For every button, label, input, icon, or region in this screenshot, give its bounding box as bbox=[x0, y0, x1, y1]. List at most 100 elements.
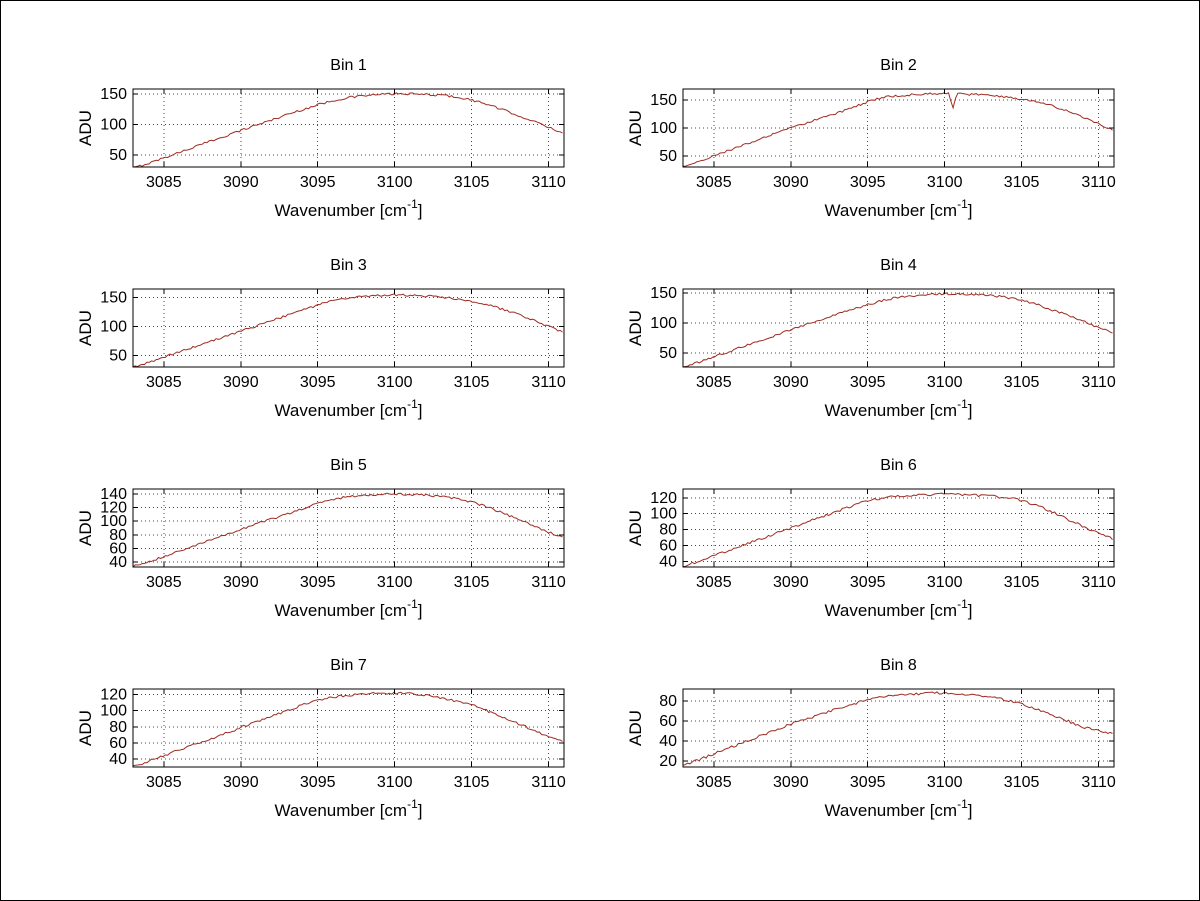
axis-ticks bbox=[133, 289, 564, 367]
x-tick-label: 3105 bbox=[1004, 374, 1040, 391]
plot-box bbox=[682, 488, 1115, 568]
axis-ticks bbox=[133, 89, 564, 167]
x-tick-label: 3095 bbox=[300, 174, 336, 191]
plot-title: Bin 2 bbox=[880, 57, 917, 74]
x-tick-label: 3085 bbox=[696, 774, 732, 791]
axis-ticks bbox=[133, 689, 564, 767]
x-tick-label: 3105 bbox=[454, 174, 490, 191]
plot-title: Bin 4 bbox=[880, 257, 917, 274]
y-tick-labels: 50 100 150 bbox=[650, 285, 677, 362]
subplot-bin-8: 3085 3090 3095 3100 3105 3110 20 40 60 80 Bin 8 ADU… bbox=[583, 639, 1133, 839]
axis-ticks bbox=[683, 289, 1114, 367]
y-tick-label: 20 bbox=[659, 753, 677, 770]
y-tick-label: 50 bbox=[659, 148, 677, 165]
x-tick-label: 3095 bbox=[850, 774, 886, 791]
x-tick-labels: 3085 3090 3095 3100 3105 3110 bbox=[696, 374, 1116, 391]
y-tick-label: 100 bbox=[100, 116, 127, 133]
x-tick-label: 3105 bbox=[454, 574, 490, 591]
x-tick-label: 3105 bbox=[1004, 574, 1040, 591]
x-tick-label: 3085 bbox=[696, 374, 732, 391]
y-axis-label: ADU bbox=[76, 310, 95, 346]
x-tick-label: 3095 bbox=[850, 374, 886, 391]
y-tick-label: 150 bbox=[100, 86, 127, 103]
x-axis-label: Wavenumber [cm-1] bbox=[825, 797, 973, 820]
x-tick-label: 3100 bbox=[377, 174, 413, 191]
spectrum-curve bbox=[682, 492, 1113, 568]
y-tick-label: 100 bbox=[100, 513, 127, 530]
grid-lines bbox=[133, 89, 564, 167]
x-tick-label: 3095 bbox=[300, 774, 336, 791]
y-tick-labels: 50 100 150 bbox=[100, 290, 127, 365]
plot-box bbox=[132, 288, 565, 368]
y-tick-label: 100 bbox=[100, 703, 127, 720]
x-tick-labels: 3085 3090 3095 3100 3105 3110 bbox=[146, 574, 566, 591]
y-tick-label: 120 bbox=[100, 687, 127, 704]
plot-box bbox=[682, 688, 1115, 768]
subplot-svg: 3085 3090 3095 3100 3105 3110 50 100 150 Bin 3 ADU… bbox=[76, 257, 566, 420]
spectrum-curve bbox=[682, 92, 1113, 167]
y-tick-label: 100 bbox=[650, 315, 677, 332]
x-tick-labels: 3085 3090 3095 3100 3105 3110 bbox=[146, 374, 566, 391]
plot-box bbox=[682, 288, 1115, 368]
x-tick-label: 3100 bbox=[927, 374, 963, 391]
x-tick-label: 3085 bbox=[146, 374, 182, 391]
y-axis-label: ADU bbox=[76, 510, 95, 546]
plot-title: Bin 5 bbox=[330, 457, 367, 474]
plot-box bbox=[132, 688, 565, 768]
y-tick-label: 60 bbox=[109, 735, 127, 752]
grid-lines bbox=[683, 689, 1114, 767]
x-tick-label: 3100 bbox=[377, 574, 413, 591]
y-tick-label: 140 bbox=[100, 486, 127, 503]
grid-lines bbox=[133, 289, 564, 367]
x-tick-labels: 3085 3090 3095 3100 3105 3110 bbox=[146, 174, 566, 191]
plot-title: Bin 8 bbox=[880, 657, 917, 674]
spectrum-curve bbox=[132, 492, 563, 568]
y-tick-label: 150 bbox=[650, 285, 677, 302]
x-tick-label: 3090 bbox=[223, 174, 259, 191]
x-tick-label: 3085 bbox=[146, 774, 182, 791]
x-tick-label: 3095 bbox=[300, 374, 336, 391]
axis-ticks bbox=[683, 689, 1114, 767]
y-tick-label: 80 bbox=[659, 522, 677, 539]
x-axis-label: Wavenumber [cm-1] bbox=[275, 597, 423, 620]
plot-box bbox=[132, 488, 565, 568]
x-tick-label: 3110 bbox=[1081, 374, 1116, 391]
spectrum-curve bbox=[132, 92, 563, 168]
grid-lines bbox=[683, 289, 1114, 367]
x-tick-label: 3110 bbox=[531, 774, 566, 791]
grid-lines bbox=[133, 689, 564, 767]
x-tick-label: 3100 bbox=[927, 574, 963, 591]
x-tick-label: 3085 bbox=[696, 174, 732, 191]
y-axis-label: ADU bbox=[626, 710, 645, 746]
x-tick-label: 3085 bbox=[146, 574, 182, 591]
x-tick-label: 3110 bbox=[1081, 574, 1116, 591]
x-tick-label: 3110 bbox=[1081, 774, 1116, 791]
y-tick-label: 150 bbox=[650, 92, 677, 109]
x-tick-label: 3095 bbox=[850, 174, 886, 191]
y-tick-label: 150 bbox=[100, 290, 127, 307]
y-axis-label: ADU bbox=[626, 310, 645, 346]
x-tick-labels: 3085 3090 3095 3100 3105 3110 bbox=[696, 774, 1116, 791]
x-axis-label: Wavenumber [cm-1] bbox=[825, 197, 973, 220]
y-axis-label: ADU bbox=[626, 110, 645, 146]
subplot-bin-6: 3085 3090 3095 3100 3105 3110 40 60 80 100 120 Bin … bbox=[583, 439, 1133, 639]
y-tick-label: 100 bbox=[650, 120, 677, 137]
grid-lines bbox=[683, 89, 1114, 167]
y-tick-label: 40 bbox=[659, 553, 677, 570]
x-tick-label: 3085 bbox=[696, 574, 732, 591]
x-tick-label: 3090 bbox=[223, 774, 259, 791]
y-tick-label: 80 bbox=[109, 719, 127, 736]
y-tick-label: 60 bbox=[659, 713, 677, 730]
x-tick-label: 3090 bbox=[223, 374, 259, 391]
axis-ticks bbox=[683, 89, 1114, 167]
spectrum-curve bbox=[682, 691, 1113, 766]
x-tick-label: 3090 bbox=[773, 774, 809, 791]
x-tick-label: 3100 bbox=[927, 774, 963, 791]
y-tick-label: 40 bbox=[109, 751, 127, 768]
y-tick-label: 50 bbox=[109, 147, 127, 164]
x-tick-label: 3110 bbox=[531, 174, 566, 191]
x-tick-label: 3095 bbox=[300, 574, 336, 591]
